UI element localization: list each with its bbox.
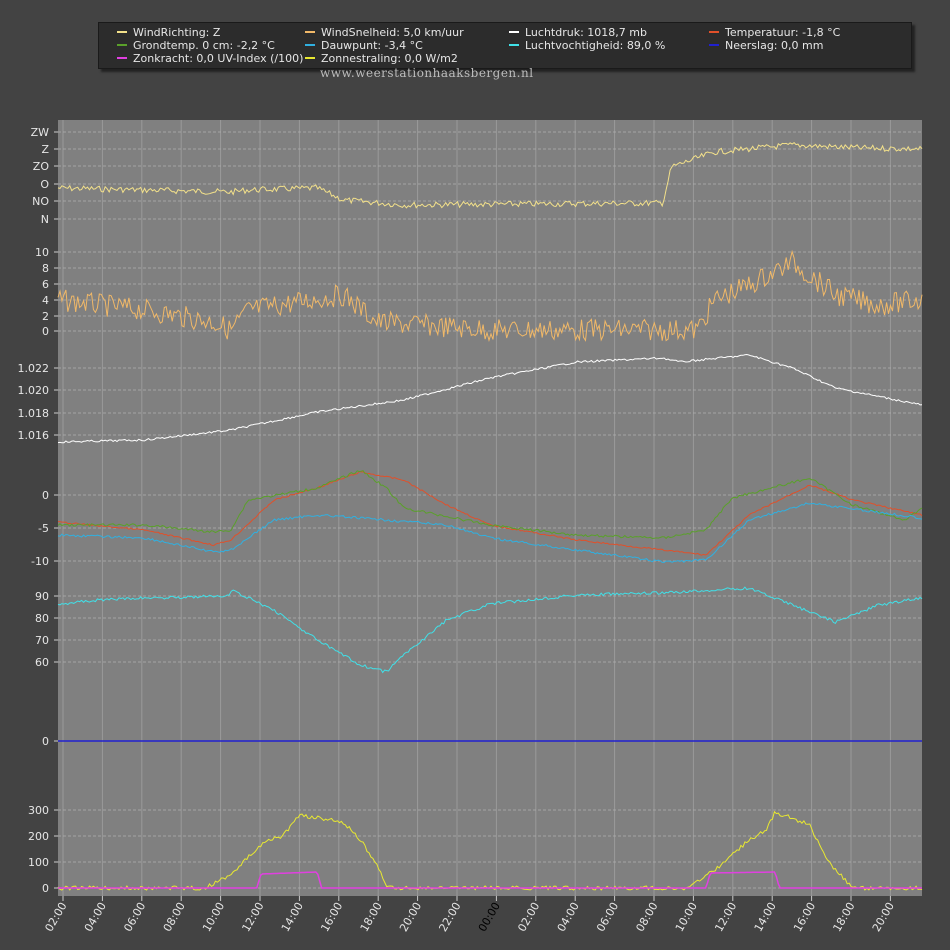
legend-swatch (509, 44, 519, 46)
y-tick-label: 0 (42, 325, 49, 338)
y-tick-label: ZW (31, 126, 50, 139)
legend-label: WindSnelheid: 5,0 km/uur (321, 26, 464, 39)
legend-item: WindSnelheid: 5,0 km/uur (305, 26, 464, 39)
y-tick-label: 80 (35, 612, 49, 625)
plot-area (58, 120, 922, 896)
legend-item: Luchtdruk: 1018,7 mb (509, 26, 647, 39)
legend-label: Zonnestraling: 0,0 W/m2 (321, 52, 458, 65)
y-tick-label: 1.016 (18, 429, 50, 442)
watermark: www.weerstationhaaksbergen.nl (320, 66, 534, 80)
y-tick-label: O (40, 178, 49, 191)
grid (54, 120, 922, 901)
y-tick-labels: ZW Z ZO O NO N 10 8 6 4 2 0 1.022 1.020 1.018 1.016 0 -5 -… (18, 126, 50, 895)
legend-label: Grondtemp. 0 cm: -2,2 °C (133, 39, 275, 52)
y-tick-label: -10 (31, 555, 49, 568)
series-line-grondtemp (57, 470, 923, 540)
legend-swatch (117, 57, 127, 59)
legend-label: Luchtdruk: 1018,7 mb (525, 26, 647, 39)
legend-swatch (709, 31, 719, 33)
y-tick-label: 1.022 (18, 362, 50, 375)
legend-swatch (305, 31, 315, 33)
legend-item: Zonkracht: 0,0 UV-Index (/100) (117, 52, 303, 65)
y-tick-label: 70 (35, 634, 49, 647)
y-tick-label: 200 (28, 830, 49, 843)
y-tick-label: 60 (35, 656, 49, 669)
legend-label: Dauwpunt: -3,4 °C (321, 39, 423, 52)
legend-item: Neerslag: 0,0 mm (709, 39, 823, 52)
y-tick-label: ZO (33, 160, 50, 173)
legend-item: Zonnestraling: 0,0 W/m2 (305, 52, 458, 65)
legend-label: WindRichting: Z (133, 26, 221, 39)
y-tick-label: 90 (35, 590, 49, 603)
y-tick-label: 1.018 (18, 407, 50, 420)
series-line-temperatuur (57, 471, 923, 556)
y-tick-label: 1.020 (18, 384, 50, 397)
y-tick-label: 2 (42, 310, 49, 323)
y-tick-label: Z (41, 143, 49, 156)
series-line-dauwpunt (57, 502, 923, 563)
legend-item: WindRichting: Z (117, 26, 220, 39)
y-tick-label: -5 (38, 522, 49, 535)
legend-swatch (305, 57, 315, 59)
series-line-windrichting (57, 142, 923, 209)
y-tick-label: NO (32, 195, 49, 208)
y-tick-label: 0 (42, 882, 49, 895)
legend-label: Temperatuur: -1,8 °C (725, 26, 841, 39)
y-tick-label: N (41, 213, 49, 226)
legend-item: Dauwpunt: -3,4 °C (305, 39, 423, 52)
legend-item: Luchtvochtigheid: 89,0 % (509, 39, 665, 52)
series-line-zonkracht (58, 871, 922, 889)
series-line-windsnelheid (57, 249, 923, 342)
y-tick-label: 0 (42, 489, 49, 502)
y-tick-label: 8 (42, 262, 49, 275)
y-tick-label: 0 (42, 735, 49, 748)
legend-swatch (709, 44, 719, 46)
y-tick-label: 10 (35, 246, 49, 259)
legend-label: Luchtvochtigheid: 89,0 % (525, 39, 666, 52)
legend: WindRichting: Z WindSnelheid: 5,0 km/uur L… (98, 22, 912, 69)
legend-swatch (305, 44, 315, 46)
legend-swatch (117, 31, 127, 33)
legend-swatch (117, 44, 127, 46)
y-tick-label: 6 (42, 278, 49, 291)
series-lines (57, 142, 923, 891)
series-line-luchtvochtigheid (57, 586, 923, 674)
legend-item: Grondtemp. 0 cm: -2,2 °C (117, 39, 275, 52)
y-tick-label: 4 (42, 294, 49, 307)
legend-label: Neerslag: 0,0 mm (725, 39, 824, 52)
legend-label: Zonkracht: 0,0 UV-Index (/100) (133, 52, 304, 65)
legend-item: Temperatuur: -1,8 °C (709, 26, 840, 39)
y-tick-label: 300 (28, 804, 49, 817)
legend-swatch (509, 31, 519, 33)
series-line-luchtdruk (57, 353, 923, 444)
y-tick-label: 100 (28, 856, 49, 869)
